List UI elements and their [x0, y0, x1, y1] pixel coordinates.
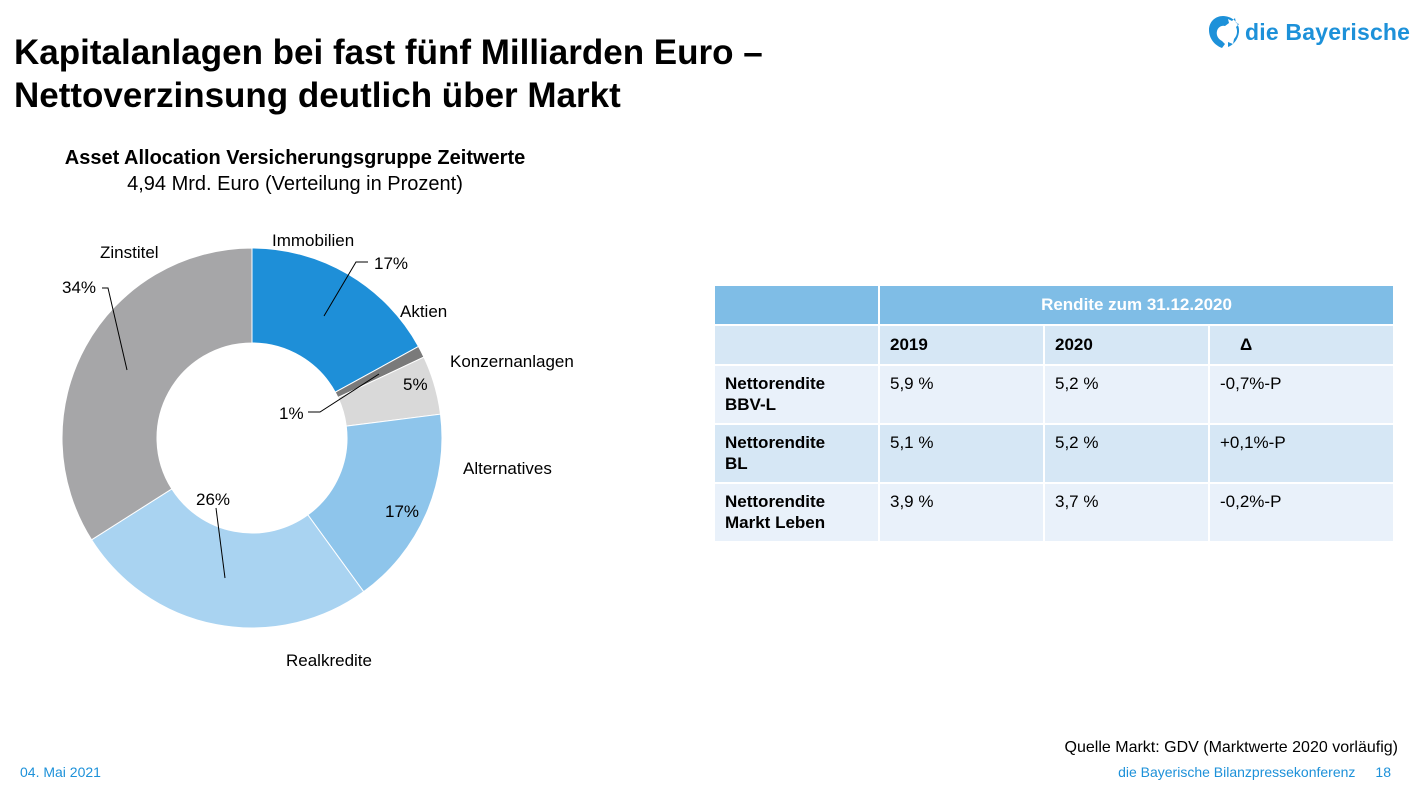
leader-line-aktien [308, 373, 380, 413]
slice-zinstitel [61, 247, 253, 541]
asset-allocation-donut-chart: Immobilien 17% Aktien 1% Konzernanlagen 5% Alt… [61, 231, 574, 670]
row-label-line-1: Nettorendite [725, 433, 826, 452]
value-2019: 5,1 % [880, 425, 1043, 482]
table-row: Nettorendite BL 5,1 % 5,2 % +0,1%-P [715, 425, 1393, 482]
value-2020: 5,2 % [1045, 425, 1208, 482]
table-subheader-empty [715, 326, 878, 364]
category-label-aktien: Aktien [400, 302, 447, 321]
footer-date: 04. Mai 2021 [20, 764, 101, 780]
chart-labels: Immobilien 17% Aktien 1% Konzernanlagen 5% Alt… [62, 231, 574, 670]
row-label-line-2: Markt Leben [725, 513, 826, 532]
slice-realkredite [90, 488, 365, 629]
category-label-immobilien: Immobilien [272, 231, 354, 250]
donut-slices [61, 247, 443, 629]
footer-right: die Bayerische Bilanzpressekonferenz 18 [1098, 764, 1391, 780]
source-note: Quelle Markt: GDV (Marktwerte 2020 vorlä… [1064, 739, 1398, 756]
logo-text: die Bayerische [1245, 18, 1411, 45]
column-header-2020: 2020 [1045, 326, 1208, 364]
value-2019: 3,9 % [880, 484, 1043, 541]
category-label-zinstitel: Zinstitel [100, 243, 159, 262]
table-header-empty [715, 286, 878, 324]
row-label: Nettorendite Markt Leben [715, 484, 878, 541]
brand-logo: die Bayerische [1206, 14, 1410, 50]
value-2020: 3,7 % [1045, 484, 1208, 541]
category-label-alternatives: Alternatives [463, 459, 552, 478]
value-label-realkredite: 26% [196, 490, 230, 509]
value-label-zinstitel: 34% [62, 278, 96, 297]
value-delta: +0,1%-P [1210, 425, 1393, 482]
value-label-alternatives: 17% [385, 502, 419, 521]
slide-title: Kapitalanlagen bei fast fünf Milliarden … [14, 31, 763, 117]
value-label-aktien: 1% [279, 404, 304, 423]
chart-subtitle: 4,94 Mrd. Euro (Verteilung in Prozent) [127, 173, 463, 195]
chart-title: Asset Allocation Versicherungsgruppe Zei… [64, 147, 526, 169]
row-label: Nettorendite BBV-L [715, 366, 878, 423]
category-label-realkredite: Realkredite [286, 651, 372, 670]
value-delta: -0,2%-P [1210, 484, 1393, 541]
leader-line-zinstitel [102, 287, 128, 371]
value-delta: -0,7%-P [1210, 366, 1393, 423]
category-label-konzernanlagen: Konzernanlagen [450, 352, 574, 371]
table-row: Nettorendite BBV-L 5,9 % 5,2 % -0,7%-P [715, 366, 1393, 423]
yield-table: Rendite zum 31.12.2020 2019 2020 Δ Netto… [713, 284, 1395, 543]
slice-immobilien [251, 247, 420, 393]
lion-icon [1209, 16, 1240, 48]
slide-title-line-2: Nettoverzinsung deutlich über Markt [14, 76, 621, 115]
slice-alternatives [307, 413, 443, 593]
leader-lines [102, 261, 380, 579]
column-header-delta: Δ [1210, 326, 1393, 364]
column-header-2019: 2019 [880, 326, 1043, 364]
value-2020: 5,2 % [1045, 366, 1208, 423]
row-label: Nettorendite BL [715, 425, 878, 482]
row-label-line-2: BL [725, 454, 748, 473]
table-row: Nettorendite Markt Leben 3,9 % 3,7 % -0,… [715, 484, 1393, 541]
leader-line-immobilien [323, 261, 368, 317]
value-2019: 5,9 % [880, 366, 1043, 423]
value-label-immobilien: 17% [374, 254, 408, 273]
value-label-konzernanlagen: 5% [403, 375, 428, 394]
row-label-line-1: Nettorendite [725, 492, 826, 511]
table-header-title: Rendite zum 31.12.2020 [880, 286, 1393, 324]
page-number: 18 [1375, 764, 1391, 780]
slide-title-line-1: Kapitalanlagen bei fast fünf Milliarden … [14, 33, 763, 72]
leader-line-realkredite [215, 507, 226, 579]
footer-event: die Bayerische Bilanzpressekonferenz [1118, 764, 1356, 780]
row-label-line-2: BBV-L [725, 395, 776, 414]
row-label-line-1: Nettorendite [725, 374, 826, 393]
